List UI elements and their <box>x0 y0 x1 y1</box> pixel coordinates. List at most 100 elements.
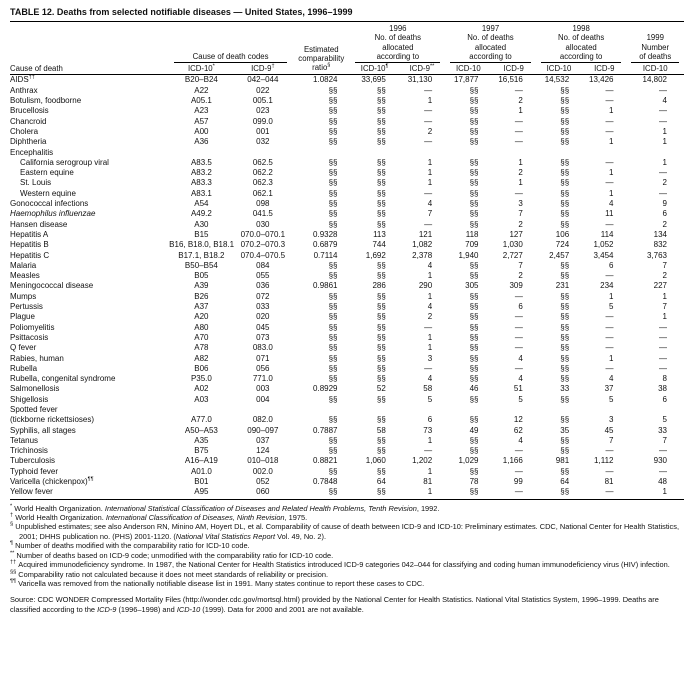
icd10-code-cell: B17.1, B18.2 <box>178 250 225 260</box>
icd9-code-cell: 056 <box>256 363 270 373</box>
comparability-ratio-cell: §§ <box>328 466 338 476</box>
deaths-1996-icd10-cell: §§ <box>376 291 386 301</box>
deaths-1999-cell: 14,802 <box>642 75 667 85</box>
comparability-ratio-cell: §§ <box>328 168 338 178</box>
deaths-1996-icd10-cell: §§ <box>376 302 386 312</box>
deaths-1999-cell: 1 <box>662 126 667 136</box>
deaths-1999-cell: 1 <box>626 487 684 500</box>
deaths-1998-icd10-cell: §§ <box>560 106 570 116</box>
icd9-code-cell: 052 <box>256 477 270 487</box>
table-row: Syphilis, all stages A50–A53 090–097 0.7887… <box>10 426 684 436</box>
deaths-1998-icd10-cell: §§ <box>560 312 570 322</box>
icd9-code-cell: 010–018 <box>247 456 279 466</box>
deaths-1996-icd10-cell: §§ <box>376 199 386 209</box>
deaths-1997-icd9-cell: — <box>514 126 523 136</box>
deaths-1996-icd10-cell: §§ <box>376 353 386 363</box>
comparability-ratio-cell: §§ <box>328 126 338 136</box>
deaths-1997-icd10-cell: §§ <box>469 126 479 136</box>
deaths-1997-icd10-cell: 1,940 <box>458 250 479 260</box>
comparability-ratio-cell: 0.9328 <box>313 229 338 239</box>
cause-of-death-cell: Rubella, congenital syndrome <box>10 374 116 384</box>
deaths-1996-icd9-cell: 1 <box>427 96 433 106</box>
icd10-code-cell: A35 <box>194 435 209 445</box>
deaths-1997-icd9-cell: 309 <box>509 281 523 291</box>
deaths-1997-icd10-cell: §§ <box>445 487 492 500</box>
table-row: Q fever A78 083.0 §§ §§ 1 §§ — §§ — — <box>10 343 684 353</box>
footnote: † World Health Organization. Internation… <box>10 512 308 523</box>
deaths-1996-icd9-cell: 121 <box>418 229 433 239</box>
deaths-1996-icd10-cell: §§ <box>376 219 386 229</box>
footnote: ¶¶ Varicella was removed from the nation… <box>10 578 425 588</box>
icd10-code-cell: A37 <box>194 302 209 312</box>
deaths-1998-icd10-cell: §§ <box>560 353 570 363</box>
icd9-code-cell: 030 <box>256 219 270 229</box>
deaths-1997-icd9-cell: 1 <box>518 157 523 167</box>
deaths-1996-icd10-cell: §§ <box>350 487 399 500</box>
cause-of-death-cell: California serogroup viral <box>20 157 109 167</box>
deaths-1998-icd10-cell: 35 <box>560 425 570 435</box>
icd9-code-cell: 033 <box>256 302 270 312</box>
comparability-ratio-cell: §§ <box>328 343 338 353</box>
deaths-1998-icd9-cell: 81 <box>604 477 614 487</box>
deaths-1998-icd9-cell: 5 <box>609 302 614 312</box>
deaths-1998-icd9-cell: — <box>605 271 614 281</box>
deaths-1997-icd9-cell: 7 <box>518 260 523 270</box>
deaths-1997-icd10-cell: §§ <box>469 85 479 95</box>
deaths-1998-icd10-cell: §§ <box>560 209 570 219</box>
footnote-marker: †† <box>10 559 17 566</box>
table-row: Salmonellosis A02 003 0.8929 52 58 46 51 33 37 38 <box>10 384 684 394</box>
table-row: Mumps B26 072 §§ §§ 1 §§ — §§ 1 1 <box>10 292 684 302</box>
deaths-1998-icd10-cell: §§ <box>560 260 570 270</box>
comparability-ratio-cell: §§ <box>328 137 338 147</box>
icd10-code-cell: A83.1 <box>190 188 212 198</box>
cause-of-death-cell: Salmonellosis <box>10 384 60 394</box>
deaths-1998-icd10-cell: §§ <box>560 85 570 95</box>
deaths-1996-icd10-cell: §§ <box>376 188 386 198</box>
deaths-1996-icd10-cell: 58 <box>376 425 386 435</box>
deaths-1996-icd9-cell: 4 <box>427 199 433 209</box>
cause-of-death-cell: Encephalitis <box>10 147 54 157</box>
deaths-1996-icd9-cell: 4 <box>427 302 433 312</box>
deaths-1999-cell: — <box>659 322 667 332</box>
deaths-1997-icd9-cell: 2 <box>518 219 523 229</box>
deaths-1999-cell: 2 <box>662 219 667 229</box>
deaths-1996-icd9-cell: 1,082 <box>412 240 433 250</box>
deaths-1998-icd10-cell: 106 <box>555 229 570 239</box>
deaths-1997-icd10-cell: §§ <box>469 96 479 106</box>
deaths-1998-icd10-cell: 2,457 <box>549 250 570 260</box>
deaths-1997-icd9-cell: 1 <box>518 178 523 188</box>
deaths-1998-icd9-cell: 11 <box>605 209 614 219</box>
deaths-1997-icd10-cell: 1,029 <box>458 456 479 466</box>
icd9-code-cell: 084 <box>256 260 270 270</box>
cause-of-death-cell: Diphtheria <box>10 137 47 147</box>
comparability-ratio-cell: §§ <box>328 312 338 322</box>
deaths-1998-icd9-cell: 4 <box>609 199 614 209</box>
deaths-1996-icd9-cell: 1 <box>427 157 433 167</box>
deaths-1997-icd9-cell: 99 <box>513 477 523 487</box>
deaths-1997-icd10-cell: §§ <box>469 106 479 116</box>
deaths-1998-icd10-cell: 724 <box>555 240 570 250</box>
deaths-1998-icd10-cell: §§ <box>560 302 570 312</box>
footnote-marker: §§ <box>10 569 17 576</box>
table-row: California serogroup viral A83.5 062.5 §§ §§… <box>10 158 684 168</box>
icd9-code-cell: 072 <box>256 291 270 301</box>
year-1999-header: 1999 Number of deaths <box>626 24 684 64</box>
footnote-marker: ** <box>10 550 15 557</box>
comparability-ratio-cell: §§ <box>328 291 338 301</box>
table-row: Hepatitis A B15 070.0–070.1 0.9328 113 121 118… <box>10 230 684 240</box>
table-row: Rubella B06 056 §§ §§ — §§ — §§ — — <box>10 364 684 374</box>
icd10-code-cell: B15 <box>194 229 209 239</box>
deaths-1998-icd9-cell: 45 <box>604 425 614 435</box>
deaths-1999-cell: 4 <box>662 96 667 106</box>
deaths-1998-icd9-cell: — <box>605 322 614 332</box>
deaths-1999-cell: — <box>659 363 667 373</box>
deaths-1996-icd10-cell: §§ <box>376 168 386 178</box>
cause-of-death-header: Cause of death <box>10 63 170 76</box>
deaths-1999-cell: — <box>659 188 667 198</box>
deaths-1998-icd10-cell: 981 <box>555 456 570 466</box>
comparability-ratio-cell: §§ <box>328 394 338 404</box>
deaths-1998-icd10-cell: §§ <box>560 271 570 281</box>
icd10-code-cell: A54 <box>194 199 209 209</box>
icd10-code-cell: B26 <box>194 291 209 301</box>
icd10-code-cell: A00 <box>194 126 209 136</box>
